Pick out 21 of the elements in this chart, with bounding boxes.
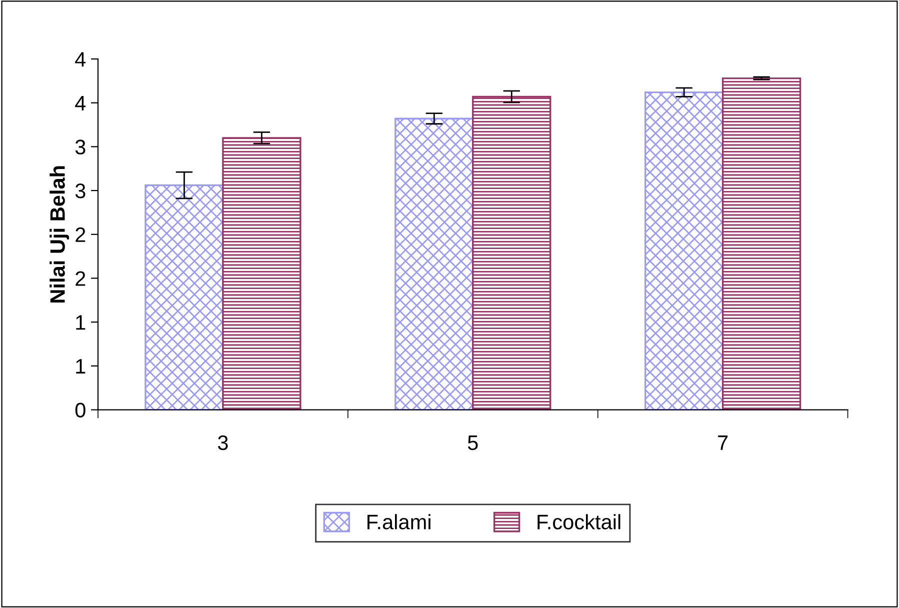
y-axis-title: Nilai Uji Belah [50,166,70,302]
y-tick-label: 1 [76,315,86,330]
y-tick-label: 0 [75,402,86,418]
y-tick-label: 3 [75,140,86,154]
bar [644,91,724,410]
x-tick-label: 5 [468,436,478,450]
bar [394,118,474,410]
x-tick-label: 3 [218,435,228,450]
legend-label: F.cocktail [538,514,620,530]
y-tick-label: 2 [76,271,86,286]
y-tick-label: 1 [76,359,86,374]
y-tick-label: 4 [75,52,86,67]
legend-label: F.alami [368,514,430,530]
y-tick-label: 3 [75,184,86,198]
bar [722,77,802,410]
bar [144,184,224,410]
x-tick-label: 7 [718,436,728,450]
y-tick-label: 4 [75,96,86,110]
bar [222,137,302,410]
bar [472,96,552,410]
y-tick-label: 2 [76,227,86,242]
